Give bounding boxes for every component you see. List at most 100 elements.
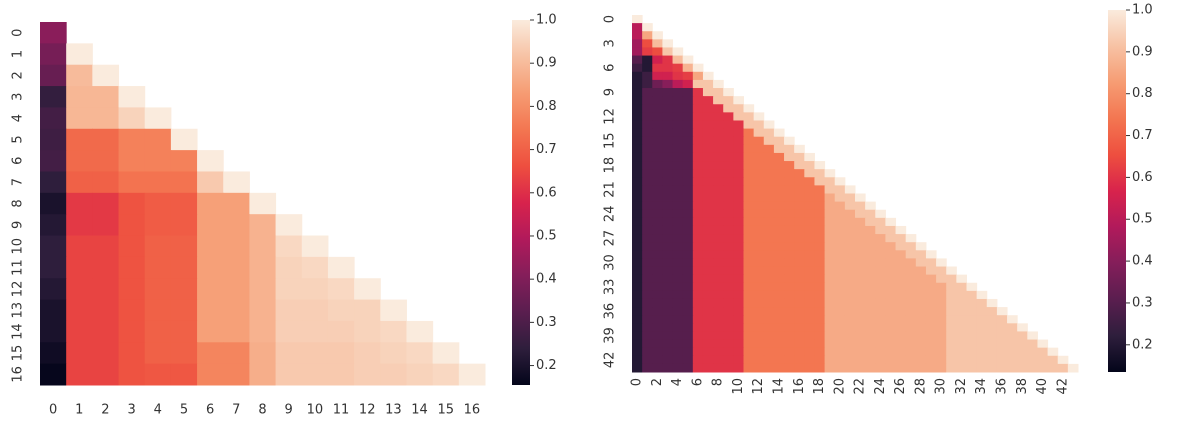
heatmap-cell bbox=[662, 323, 674, 332]
heatmap-cell bbox=[733, 323, 744, 332]
heatmap-cell bbox=[753, 152, 765, 162]
heatmap-cell bbox=[672, 71, 684, 81]
heatmap-cell bbox=[92, 299, 120, 322]
heatmap-cell bbox=[895, 290, 907, 300]
heatmap-cell bbox=[784, 185, 795, 194]
heatmap-cell bbox=[844, 185, 856, 194]
heatmap-cell bbox=[632, 209, 643, 219]
heatmap-cell bbox=[432, 342, 460, 365]
heatmap-cell bbox=[733, 290, 744, 300]
heatmap-cell bbox=[692, 282, 704, 292]
heatmap-cell bbox=[865, 298, 876, 308]
heatmap-cell bbox=[925, 266, 937, 276]
heatmap-cell bbox=[713, 331, 724, 341]
heatmap-cell bbox=[834, 307, 846, 316]
heatmap-cell bbox=[733, 96, 744, 105]
heatmap-cell bbox=[672, 193, 684, 203]
y-tick-label: 1 bbox=[11, 50, 26, 58]
heatmap-cell bbox=[692, 185, 704, 194]
colorbar-tick-label: 0.9 bbox=[1132, 44, 1153, 59]
heatmap-cell bbox=[144, 128, 172, 151]
heatmap-cell bbox=[702, 242, 714, 251]
heatmap-cell bbox=[92, 128, 120, 151]
heatmap-cell bbox=[733, 136, 744, 146]
heatmap-cell bbox=[702, 120, 714, 130]
heatmap-cell bbox=[652, 88, 663, 97]
heatmap-cell bbox=[662, 347, 674, 357]
y-tick-label: 15 bbox=[11, 345, 26, 362]
heatmap-cell bbox=[794, 234, 805, 243]
y-tick-label: 21 bbox=[603, 181, 618, 198]
y-tick-label: 12 bbox=[11, 281, 26, 298]
heatmap-cell bbox=[632, 31, 643, 40]
heatmap-cell bbox=[702, 339, 714, 349]
heatmap-cell bbox=[197, 278, 224, 301]
heatmap-cell bbox=[743, 104, 755, 113]
heatmap-cell bbox=[976, 315, 988, 324]
heatmap-cell bbox=[773, 339, 785, 349]
heatmap-cell bbox=[713, 152, 724, 162]
heatmap-cell bbox=[784, 250, 795, 259]
heatmap-cell bbox=[249, 235, 277, 258]
heatmap-cell bbox=[66, 320, 93, 343]
heatmap-cell bbox=[66, 86, 93, 108]
heatmap-cell bbox=[784, 315, 795, 324]
heatmap-cell bbox=[753, 339, 765, 349]
heatmap-cell bbox=[743, 258, 755, 268]
heatmap-cell bbox=[814, 234, 826, 243]
y-tick-label: 16 bbox=[11, 366, 26, 383]
y-tick-label: 2 bbox=[11, 71, 26, 79]
heatmap-cell bbox=[855, 298, 866, 308]
heatmap-cell bbox=[632, 201, 643, 211]
heatmap-cell bbox=[642, 144, 653, 154]
x-tick-label: 14 bbox=[411, 403, 428, 418]
heatmap-cell bbox=[936, 315, 947, 324]
y-tick-label: 33 bbox=[603, 279, 618, 296]
heatmap-cell bbox=[986, 347, 998, 357]
heatmap-cell bbox=[632, 274, 643, 284]
heatmap-cell bbox=[672, 323, 684, 332]
heatmap-cell bbox=[915, 315, 927, 324]
heatmap-cell bbox=[936, 307, 947, 316]
heatmap-cell bbox=[885, 298, 897, 308]
heatmap-cell bbox=[915, 363, 927, 373]
heatmap-cell bbox=[713, 266, 724, 276]
heatmap-cell bbox=[118, 192, 146, 215]
heatmap-cell bbox=[905, 234, 917, 243]
heatmap-cell bbox=[733, 266, 744, 276]
heatmap-cell bbox=[652, 307, 663, 316]
heatmap-cell bbox=[895, 347, 907, 357]
heatmap-cell bbox=[713, 355, 724, 365]
heatmap-cell bbox=[763, 152, 775, 162]
heatmap-cell bbox=[844, 274, 856, 284]
x-tick-label: 38 bbox=[1015, 378, 1030, 395]
heatmap-cell bbox=[723, 112, 734, 121]
heatmap-cell bbox=[652, 355, 663, 365]
heatmap-cell bbox=[692, 290, 704, 300]
heatmap-cell bbox=[885, 315, 897, 324]
heatmap-cell bbox=[844, 217, 856, 227]
heatmap-cell bbox=[197, 342, 224, 365]
heatmap-cell bbox=[895, 266, 907, 276]
heatmap-cell bbox=[855, 234, 866, 243]
heatmap-cell bbox=[223, 342, 250, 365]
x-tick-label: 2 bbox=[101, 403, 109, 418]
heatmap-cell bbox=[753, 234, 765, 243]
heatmap-cell bbox=[784, 144, 795, 154]
heatmap-cell bbox=[92, 342, 120, 365]
y-tick-label: 3 bbox=[603, 39, 618, 47]
heatmap-cell bbox=[1047, 347, 1059, 357]
y-tick-label: 0 bbox=[603, 15, 618, 23]
y-tick-label: 0 bbox=[11, 29, 26, 37]
heatmap-cell bbox=[824, 339, 836, 349]
heatmap-cell bbox=[197, 299, 224, 322]
heatmap-cell bbox=[432, 363, 460, 386]
heatmap-cell bbox=[753, 250, 765, 259]
heatmap-cell bbox=[692, 209, 704, 219]
heatmap-cell bbox=[824, 266, 836, 276]
heatmap-cell bbox=[946, 298, 957, 308]
heatmap-cell bbox=[249, 256, 277, 279]
heatmap-cell bbox=[743, 266, 755, 276]
heatmap-cell bbox=[170, 299, 198, 322]
heatmap-cell bbox=[743, 331, 755, 341]
